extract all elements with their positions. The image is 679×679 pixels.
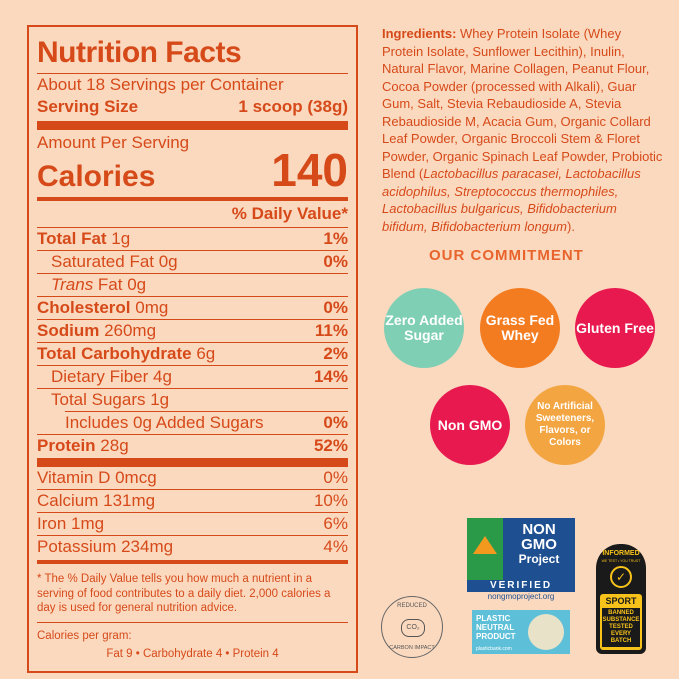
nutrient-row: Dietary Fiber 4g 14% [51, 367, 348, 386]
serving-size-value: 1 scoop (38g) [238, 97, 348, 116]
daily-value-footnote: * The % Daily Value tells you how much a… [37, 573, 331, 614]
nutrition-title: Nutrition Facts [37, 36, 242, 69]
daily-value-header: % Daily Value* [231, 204, 348, 223]
nutrient-row: Total Sugars 1g [51, 390, 170, 409]
informed-sport-logo: INFORMED WE TEST • YOU TRUST ✓ SPORT BAN… [596, 544, 646, 654]
badge-non-gmo: Non GMO [430, 385, 510, 465]
amount-per-serving: Amount Per Serving [37, 133, 190, 152]
vitamin-row: Vitamin D 0mcg 0% [37, 468, 348, 487]
calories-per-gram-label: Calories per gram: [37, 629, 132, 642]
vitamin-row: Potassium 234mg 4% [37, 537, 348, 556]
commitment-title: OUR COMMITMENT [429, 247, 584, 264]
nongmo-project-logo: NON GMO Project VERIFIED nongmoproject.o… [467, 518, 575, 601]
ingredients-text: Ingredients: Whey Protein Isolate (Whey … [382, 26, 663, 234]
badge-no-artificial: No Artificial Sweeteners, Flavors, or Co… [525, 385, 605, 465]
check-icon: ✓ [610, 566, 632, 588]
badge-grass-fed-whey: Grass Fed Whey [480, 288, 560, 368]
nutrient-row: Trans Fat 0g [51, 275, 147, 294]
reduced-carbon-logo: REDUCED CO₂ CARBON IMPACT [381, 596, 443, 658]
cloud-icon: CO₂ [401, 619, 425, 637]
badge-zero-added-sugar: Zero Added Sugar [384, 288, 464, 368]
nutrient-row: Total Fat 1g 1% [37, 229, 348, 248]
serving-size-label: Serving Size [37, 97, 139, 116]
servings-per-container: About 18 Servings per Container [37, 75, 284, 94]
vitamin-row: Calcium 131mg 10% [37, 491, 348, 510]
calories-per-gram-values: Fat 9 • Carbohydrate 4 • Protein 4 [106, 648, 279, 660]
plastic-neutral-logo: PLASTIC NEUTRAL PRODUCT plasticbank.com [472, 610, 570, 654]
badge-gluten-free: Gluten Free [575, 288, 655, 368]
nutrient-row: Total Carbohydrate 6g 2% [37, 344, 348, 363]
calories-label: Calories [37, 160, 156, 193]
calories-value: 140 [271, 144, 348, 196]
nutrient-row: Sodium 260mg 11% [37, 321, 348, 340]
nutrient-row: Protein 28g 52% [37, 436, 348, 455]
vitamin-row: Iron 1mg 6% [37, 514, 348, 533]
nutrient-row: Includes 0g Added Sugars 0% [65, 413, 348, 432]
globe-icon [528, 614, 564, 650]
nutrition-facts-panel: Nutrition Facts About 18 Servings per Co… [27, 25, 358, 673]
nutrient-row: Cholesterol 0mg 0% [37, 298, 348, 317]
nutrient-row: Saturated Fat 0g 0% [51, 252, 348, 271]
